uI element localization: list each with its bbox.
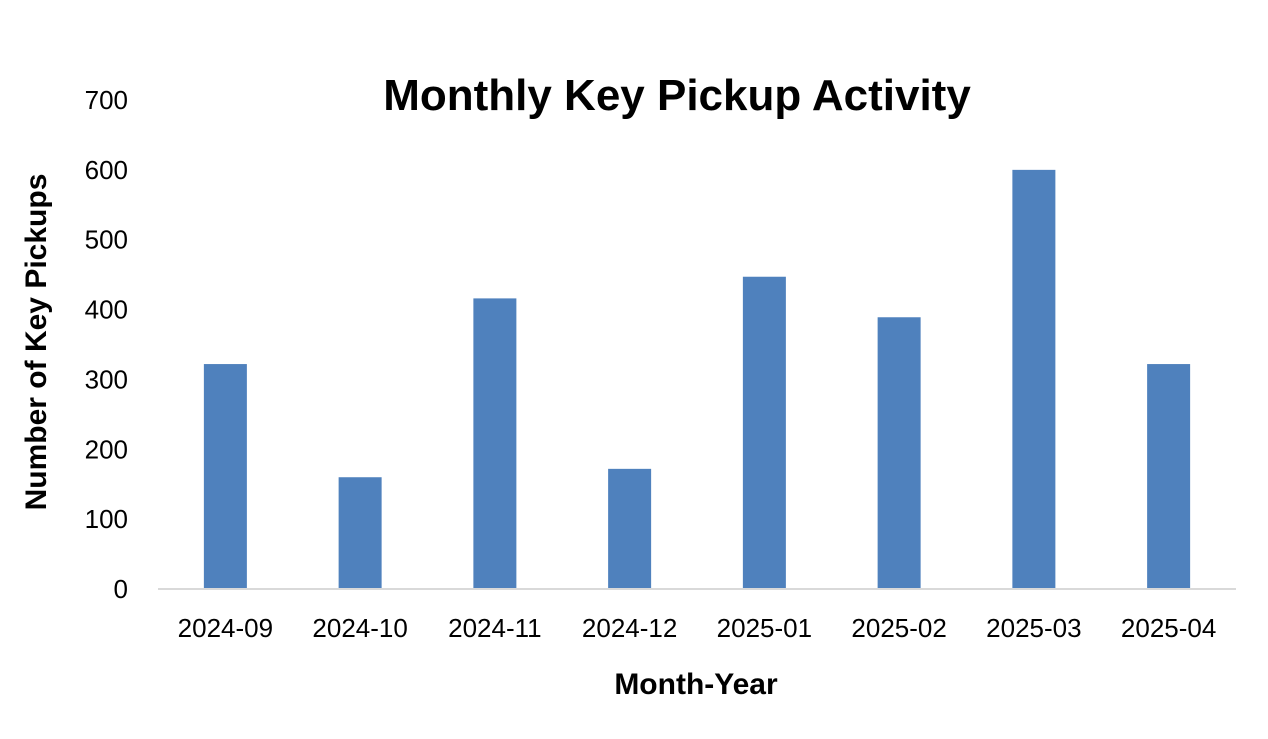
y-tick-label: 200 (85, 434, 128, 464)
y-tick-label: 400 (85, 295, 128, 325)
bar-series (203, 169, 1191, 589)
bar-2024-10 (338, 477, 382, 589)
x-tick-label: 2025-04 (1121, 613, 1216, 643)
x-axis-title: Month-Year (614, 668, 778, 701)
y-tick-label: 600 (85, 155, 128, 185)
y-tick-label: 300 (85, 364, 128, 394)
x-tick-label: 2025-02 (851, 613, 946, 643)
chart-title: Monthly Key Pickup Activity (383, 71, 971, 120)
y-tick-label: 100 (85, 504, 128, 534)
y-axis-ticks: 0 100 200 300 400 500 600 700 (85, 85, 128, 604)
x-tick-label: 2025-01 (717, 613, 812, 643)
x-tick-label: 2025-03 (986, 613, 1081, 643)
x-tick-label: 2024-10 (312, 613, 407, 643)
bar-2024-09 (203, 364, 247, 589)
x-axis-ticks: 2024-09 2024-10 2024-11 2024-12 2025-01 2025-… (178, 613, 1217, 643)
bar-2025-03 (1012, 169, 1056, 589)
x-tick-label: 2024-09 (178, 613, 273, 643)
bar-2024-12 (608, 468, 652, 589)
x-tick-label: 2024-12 (582, 613, 677, 643)
y-tick-label: 500 (85, 225, 128, 255)
y-axis-title: Number of Key Pickups (20, 174, 53, 511)
bar-2024-11 (473, 298, 517, 589)
y-tick-label: 0 (114, 574, 128, 604)
bar-2025-04 (1147, 364, 1191, 589)
y-tick-label: 700 (85, 85, 128, 115)
bar-2025-02 (877, 317, 921, 589)
x-tick-label: 2024-11 (448, 613, 542, 643)
bar-2025-01 (742, 276, 786, 589)
